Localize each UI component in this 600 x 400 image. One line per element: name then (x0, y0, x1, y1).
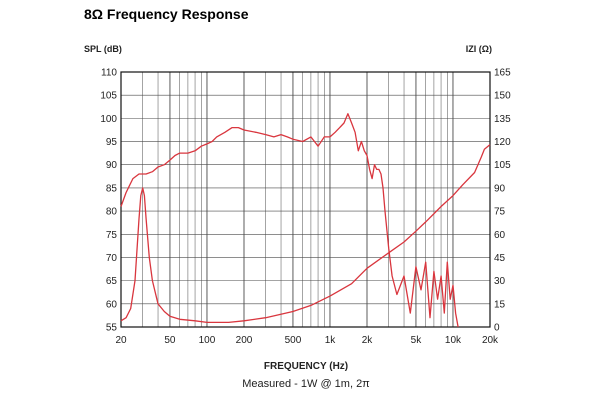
right-tick-label: 90 (494, 183, 506, 194)
right-tick-label: 0 (494, 323, 500, 334)
left-tick-label: 55 (106, 323, 118, 334)
grid (121, 71, 490, 328)
left-tick-label: 90 (106, 160, 118, 171)
page-title: 8Ω Frequency Response (84, 6, 249, 22)
right-tick-label: 165 (494, 68, 511, 79)
left-tick-label: 75 (106, 230, 118, 241)
x-tick-label: 50 (164, 335, 176, 346)
right-tick-label: 75 (494, 207, 506, 218)
right-tick-label: 60 (494, 230, 506, 241)
left-axis-label: SPL (dB) (84, 44, 122, 54)
right-tick-label: 120 (494, 137, 511, 148)
right-tick-label: 105 (494, 160, 511, 171)
x-tick-label: 20 (115, 335, 127, 346)
x-tick-label: 20k (482, 335, 499, 346)
left-tick-label: 105 (100, 91, 117, 102)
left-tick-label: 100 (100, 114, 117, 125)
curves (120, 113, 491, 328)
right-tick-label: 150 (494, 91, 511, 102)
x-tick-label: 500 (285, 335, 302, 346)
left-tick-label: 95 (106, 137, 118, 148)
left-tick-label: 80 (106, 207, 118, 218)
plot-frame (120, 71, 491, 328)
left-tick-label: 110 (101, 68, 117, 79)
left-tick-label: 65 (106, 276, 118, 287)
right-tick-label: 135 (494, 114, 511, 125)
left-tick-label: 60 (106, 299, 118, 310)
x-tick-label: 5k (411, 335, 423, 346)
left-tick-label: 85 (106, 183, 118, 194)
x-tick-label: 1k (325, 335, 337, 346)
right-tick-label: 45 (494, 253, 506, 264)
x-tick-label: 2k (362, 335, 374, 346)
chart-subtitle: Measured - 1W @ 1m, 2π (242, 378, 370, 390)
left-tick-label: 70 (106, 253, 118, 264)
right-axis-label: IZI (Ω) (466, 44, 492, 54)
right-tick-label: 30 (494, 276, 506, 287)
spl-curve (120, 113, 459, 328)
x-tick-label: 200 (236, 335, 253, 346)
impedance-curve (120, 144, 491, 324)
x-axis-label: FREQUENCY (Hz) (264, 361, 348, 372)
x-tick-label: 100 (199, 335, 216, 346)
right-tick-label: 15 (494, 299, 506, 310)
x-tick-labels: 20 50 100 200 500 1k 2k 5k 10k 20k (115, 335, 499, 346)
x-tick-label: 10k (445, 335, 462, 346)
left-tick-labels: 110 105 100 95 90 85 80 75 70 65 60 55 (100, 68, 117, 334)
